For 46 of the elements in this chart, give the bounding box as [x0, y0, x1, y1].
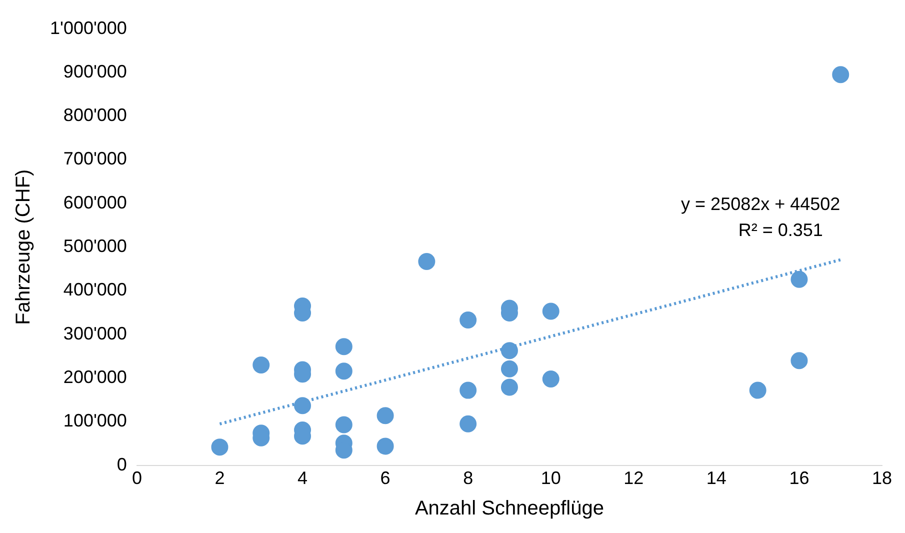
y-tick-label: 300'000	[63, 323, 127, 344]
point	[500, 360, 518, 378]
x-tick-label: 2	[214, 468, 225, 488]
y-tick-label: 1'000'000	[50, 18, 127, 38]
point	[460, 382, 477, 399]
y-tick-label: 800'000	[63, 105, 127, 126]
point	[542, 370, 560, 388]
x-tick-label: 8	[463, 468, 474, 488]
annotation: R² = 0.351	[738, 220, 823, 240]
x-tick-label: 12	[624, 468, 644, 488]
point	[460, 312, 477, 329]
point	[376, 438, 394, 455]
point	[376, 407, 394, 424]
point	[335, 416, 352, 434]
point	[418, 253, 436, 270]
point	[335, 338, 352, 356]
point	[542, 302, 560, 320]
y-axis-title: Fahrzeuge (CHF)	[12, 169, 35, 325]
x-tick-label: 14	[706, 468, 726, 488]
x-tick-label: 6	[380, 468, 390, 488]
y-tick-label: 200'000	[63, 367, 127, 388]
y-tick-label: 600'000	[63, 192, 127, 212]
x-axis-title: Anzahl Schneepflüge	[414, 498, 604, 520]
point	[790, 270, 808, 288]
point	[252, 356, 270, 374]
y-tick-label: 100'000	[63, 410, 127, 431]
x-tick-label: 10	[540, 468, 561, 488]
x-tick-label: 16	[789, 468, 810, 488]
y-tick-label: 0	[116, 454, 127, 474]
point	[460, 415, 477, 432]
y-tick-label: 900'000	[63, 61, 127, 82]
point	[500, 378, 518, 396]
point	[211, 438, 228, 456]
point	[500, 342, 518, 360]
y-tick-label: 700'000	[63, 148, 127, 169]
point	[294, 397, 312, 414]
x-tick-label: 4	[298, 468, 308, 488]
point	[335, 362, 352, 380]
annotation: y = 25082x + 44502	[681, 194, 840, 214]
x-tick-label: 0	[132, 468, 142, 488]
y-tick-label: 400'000	[63, 280, 127, 300]
y-tick-label: 500'000	[63, 236, 127, 256]
point	[749, 382, 766, 399]
x-tick-label: 18	[872, 468, 892, 488]
point	[790, 352, 808, 370]
point	[832, 66, 850, 84]
